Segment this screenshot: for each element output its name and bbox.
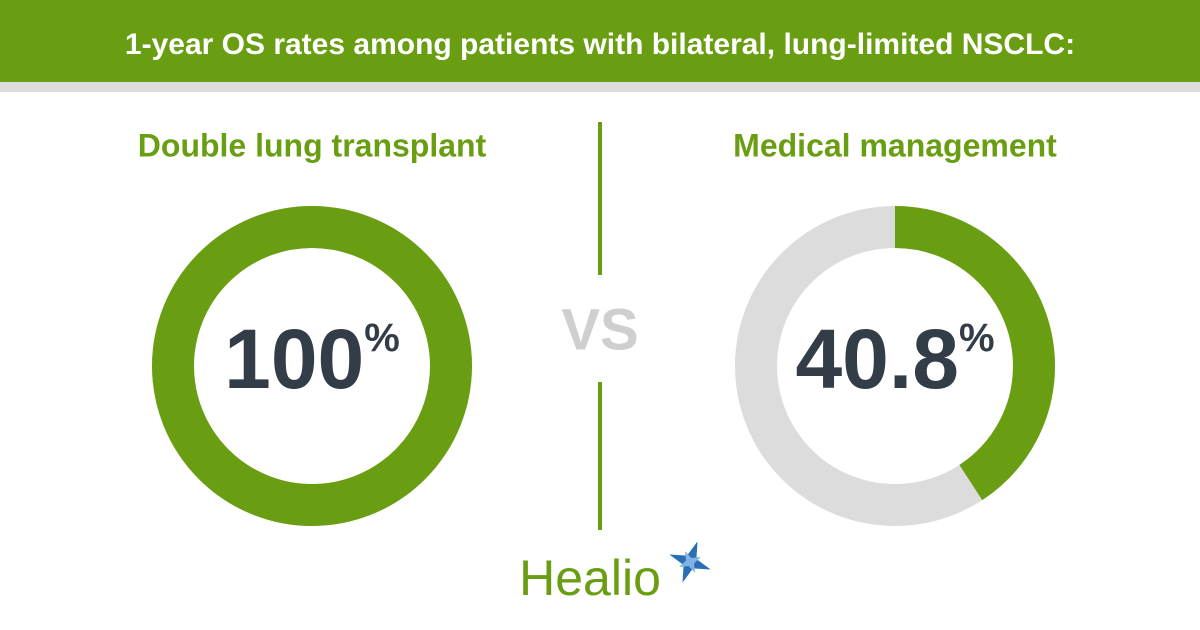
donut-arc	[735, 206, 1055, 526]
vs-label: VS	[561, 297, 638, 362]
header-band	[0, 0, 1200, 82]
value-unit: %	[959, 316, 995, 360]
donut-title: Double lung transplant	[138, 127, 487, 163]
header-strip	[0, 82, 1200, 92]
value-unit: %	[364, 316, 400, 360]
value-number: 100	[224, 312, 364, 406]
brand-star	[669, 541, 711, 583]
donut-title: Medical management	[733, 127, 1057, 163]
title: 1-year OS rates among patients with bila…	[125, 28, 1075, 61]
value-label: 100%	[224, 312, 400, 406]
donut-arc	[152, 206, 472, 526]
value-label: 40.8%	[795, 312, 994, 406]
value-number: 40.8	[795, 312, 959, 406]
brand-logo: Healio	[519, 550, 661, 606]
